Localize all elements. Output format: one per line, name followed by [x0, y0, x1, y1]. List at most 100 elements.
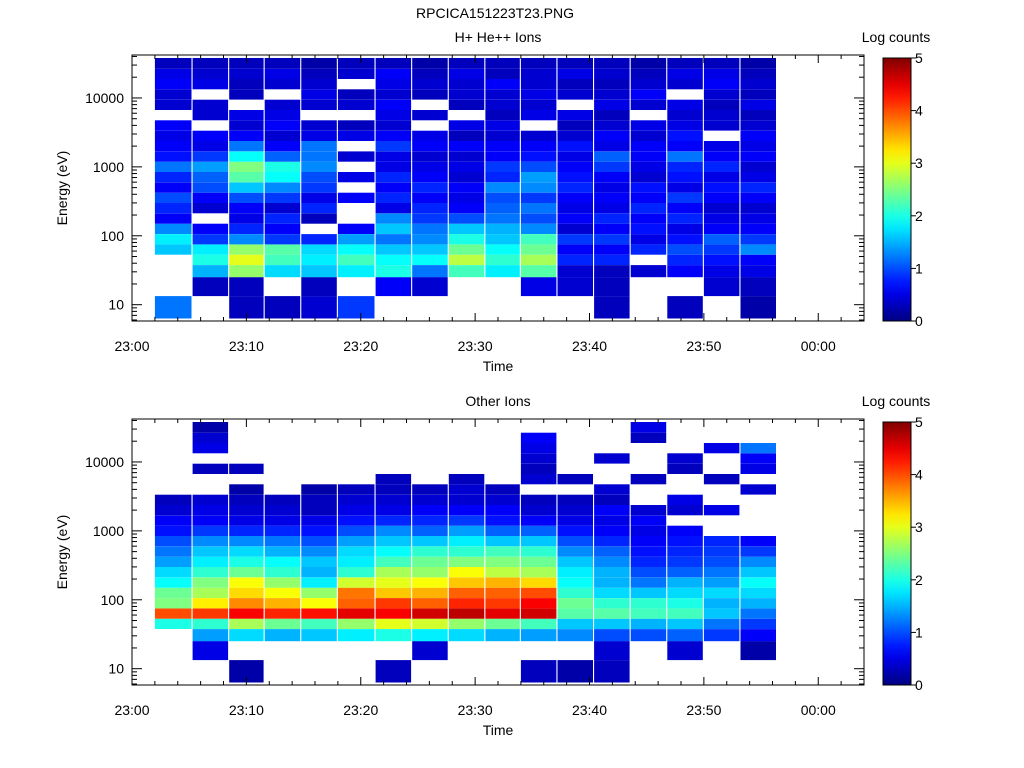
heatmap-cell — [667, 172, 703, 183]
heatmap-cell — [264, 244, 301, 255]
heatmap-cell — [301, 484, 337, 495]
heatmap-cell — [154, 58, 192, 69]
heatmap-cell — [520, 525, 557, 536]
heatmap-cell — [412, 234, 448, 245]
heatmap-cell — [594, 89, 630, 100]
heatmap-cell — [264, 141, 301, 152]
heatmap-cell — [264, 296, 301, 319]
heatmap-cell — [703, 234, 740, 245]
heatmap-cell — [630, 629, 667, 642]
heatmap-cell — [485, 213, 520, 224]
heatmap-cell — [594, 68, 630, 79]
heatmap-cell — [667, 577, 703, 588]
heatmap-cell — [412, 244, 448, 255]
heatmap-cell — [264, 161, 301, 172]
heatmap-cell — [594, 484, 630, 495]
heatmap-cell — [264, 577, 301, 588]
heatmap-cell — [192, 68, 229, 79]
y-tick-label: 100 — [101, 228, 125, 244]
heatmap-cell — [703, 556, 740, 567]
heatmap-cell — [485, 99, 520, 110]
heatmap-cell — [740, 58, 776, 69]
heatmap-cell — [337, 484, 375, 495]
heatmap-cell — [448, 213, 485, 224]
heatmap-cell — [740, 120, 776, 131]
heatmap-cell — [740, 234, 776, 245]
heatmap-cell — [630, 151, 667, 162]
heatmap-cell — [667, 141, 703, 152]
heatmap-cell — [375, 525, 412, 536]
heatmap-cell — [485, 494, 520, 505]
heatmap-cell — [448, 99, 485, 110]
heatmap-cell — [192, 641, 229, 661]
heatmap-cell — [485, 265, 520, 278]
colorbar: Log counts 0 1 2 3 4 5 — [862, 29, 931, 329]
heatmap-cell — [154, 577, 192, 588]
heatmap-cell — [485, 556, 520, 567]
heatmap-cell — [703, 79, 740, 90]
heatmap-cell — [667, 587, 703, 598]
y-tick-label: 10 — [108, 661, 124, 677]
heatmap-cell — [703, 89, 740, 100]
heatmap-cell — [412, 546, 448, 557]
heatmap-cell — [375, 99, 412, 110]
heatmap-cell — [557, 556, 593, 567]
heatmap-cell — [375, 505, 412, 516]
heatmap-cell — [229, 484, 264, 495]
heatmap-cell — [448, 192, 485, 203]
heatmap-cell — [594, 505, 630, 516]
heatmap-cell — [301, 68, 337, 79]
colorbar-tick-label: 5 — [915, 414, 923, 430]
heatmap-cell — [630, 567, 667, 578]
heatmap-cell — [264, 99, 301, 110]
heatmap-cell — [485, 58, 520, 69]
heatmap-cell — [229, 556, 264, 567]
heatmap-cell — [412, 515, 448, 526]
heatmap-cell — [337, 598, 375, 609]
heatmap-cell — [229, 494, 264, 505]
heatmap-cell — [337, 505, 375, 516]
x-tick-label: 23:40 — [572, 702, 607, 718]
heatmap-cell — [264, 192, 301, 203]
colorbar-tick-label: 2 — [915, 572, 923, 588]
heatmap-cell — [520, 587, 557, 598]
heatmap-cell — [448, 474, 485, 485]
heatmap-cell — [229, 172, 264, 183]
heatmap-cell — [375, 474, 412, 485]
heatmap-cell — [667, 525, 703, 536]
heatmap-cell — [485, 151, 520, 162]
heatmap-cell — [703, 161, 740, 172]
heatmap-cell — [229, 525, 264, 536]
heatmap-cell — [594, 546, 630, 557]
heatmap-cell — [412, 536, 448, 547]
heatmap-cell — [412, 223, 448, 234]
heatmap-cell — [630, 265, 667, 278]
heatmap-cell — [630, 598, 667, 609]
heatmap-cell — [448, 79, 485, 90]
panel-title: Other Ions — [465, 393, 530, 409]
heatmap-cell — [412, 608, 448, 619]
heatmap-cell — [557, 598, 593, 609]
heatmap-cell — [667, 254, 703, 265]
heatmap-cell — [375, 567, 412, 578]
heatmap-cell — [154, 598, 192, 609]
heatmap-cell — [557, 567, 593, 578]
heatmap-cell — [667, 567, 703, 578]
heatmap-cell — [520, 89, 557, 100]
heatmap-cell — [485, 598, 520, 609]
heatmap-cell — [557, 515, 593, 526]
heatmap-cell — [375, 130, 412, 141]
heatmap-cell — [740, 453, 776, 464]
heatmap-cell — [740, 536, 776, 547]
x-tick-label: 23:50 — [686, 702, 721, 718]
heatmap-cell — [448, 182, 485, 193]
colorbar-tick-label: 5 — [915, 50, 923, 66]
heatmap-cell — [520, 494, 557, 505]
heatmap-cell — [740, 265, 776, 278]
heatmap-cell — [485, 141, 520, 152]
heatmap-cell — [192, 58, 229, 69]
heatmap-cell — [630, 130, 667, 141]
heatmap-cell — [264, 203, 301, 214]
heatmap-cell — [485, 68, 520, 79]
heatmap-cell — [740, 254, 776, 265]
